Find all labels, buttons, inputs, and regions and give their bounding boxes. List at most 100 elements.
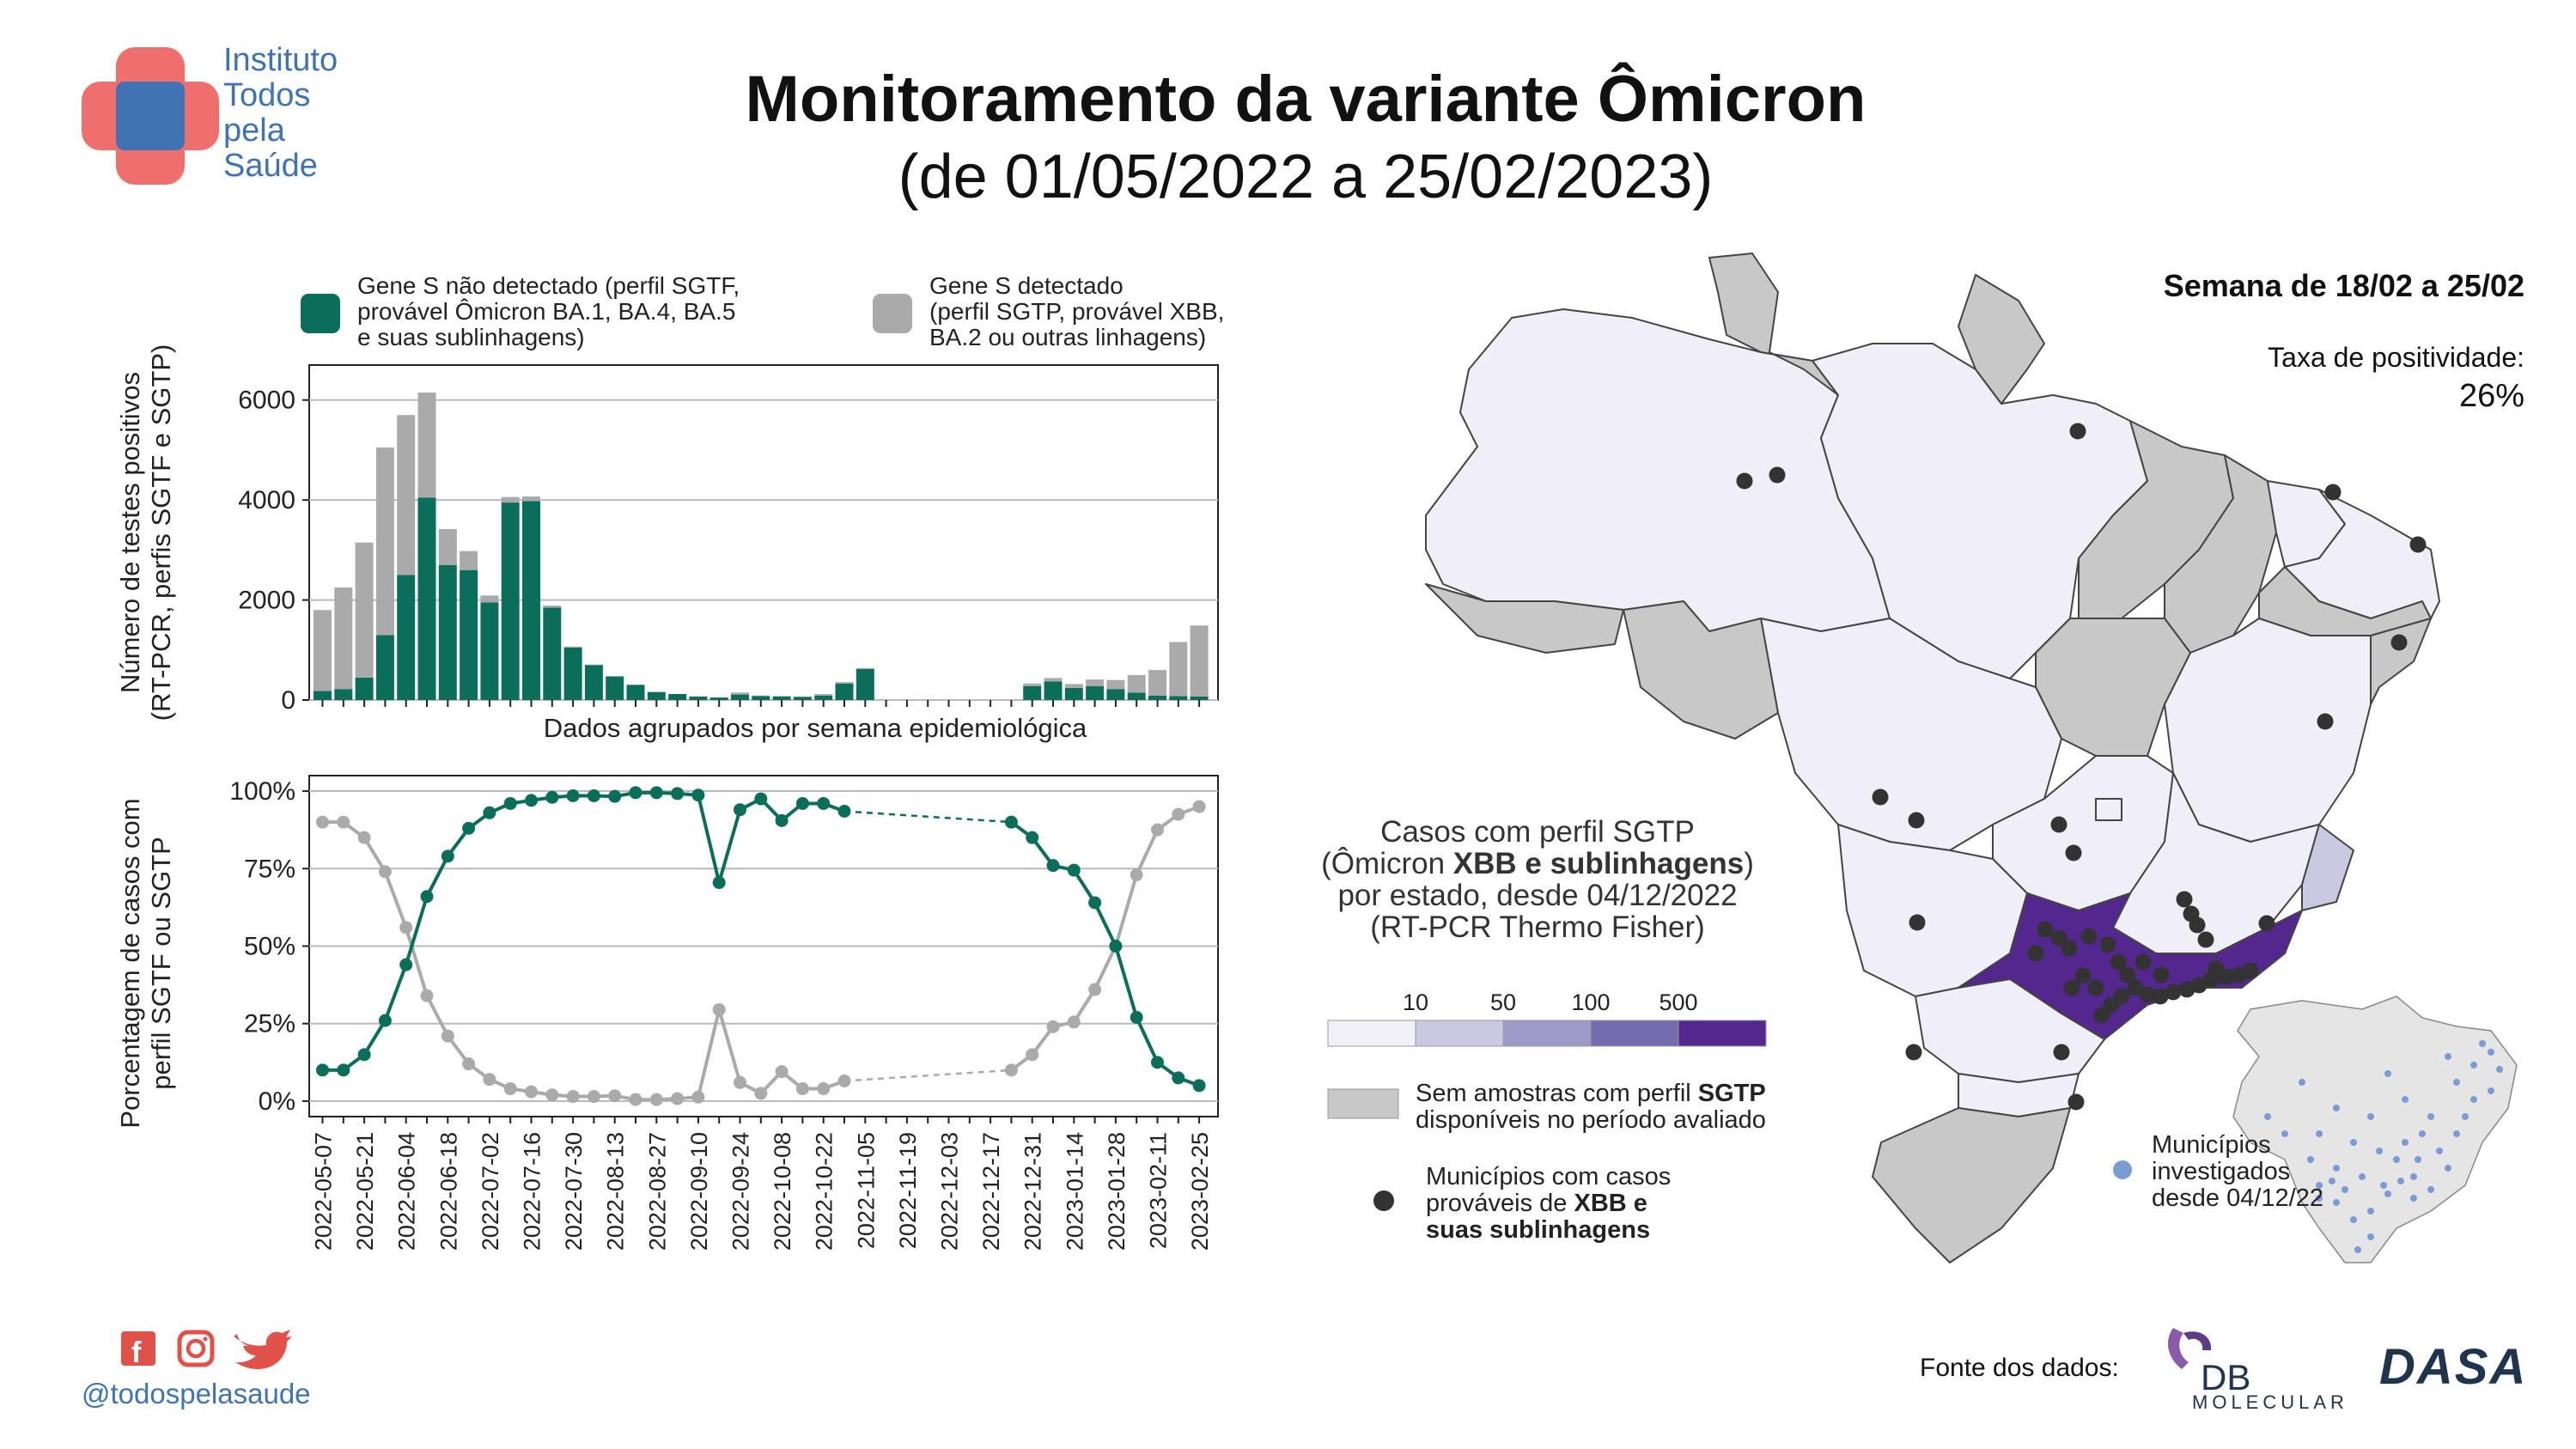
line-point-1 (525, 1085, 538, 1099)
municipality-dot (2093, 1007, 2110, 1024)
bar-sgtf (501, 502, 520, 700)
no-sample-line: Sem amostras com perfil (1416, 1080, 1698, 1107)
line-point-1 (775, 1065, 789, 1079)
inset-dot (2350, 1139, 2357, 1146)
line-point-1 (337, 815, 350, 829)
scale-tick-label: 500 (1659, 989, 1697, 1015)
bar-ytick-label: 0 (281, 686, 295, 715)
municipality-dot (2317, 713, 2334, 730)
line-xtick-label: 2022-11-05 (853, 1132, 879, 1249)
bar-sgtp (417, 393, 436, 498)
municipality-dot (2242, 962, 2259, 979)
line-xtick-label: 2022-08-13 (603, 1132, 629, 1251)
legend-sgtp-line: BA.2 ou outras linhagens) (929, 324, 1207, 350)
inset-dot (2367, 1113, 2374, 1120)
legend-sgtf-line: Gene S não detectado (perfil SGTF, (357, 272, 740, 299)
municipality-dot (2074, 967, 2092, 984)
municipality-dot (2103, 996, 2120, 1014)
bar-sgtp (1169, 642, 1188, 697)
line-point-0 (691, 788, 705, 802)
line-xtick-label: 2022-09-24 (728, 1132, 754, 1251)
line-point-0 (671, 787, 685, 801)
municipality-legend: Municípios com casos prováveis de XBB e … (1426, 1164, 1671, 1244)
line-point-1 (420, 989, 434, 1002)
municipality-dot (2165, 983, 2182, 1001)
line-point-0 (462, 821, 476, 835)
state-RS (1872, 1107, 2071, 1263)
legend-sgtp-swatch (873, 294, 912, 333)
bar-sgtf (1169, 696, 1188, 700)
line-point-1 (837, 1074, 851, 1087)
line-point-1 (734, 1075, 746, 1089)
db-logo-text: DB (2201, 1357, 2251, 1397)
line-point-0 (1151, 1056, 1164, 1069)
line-point-1 (441, 1029, 454, 1043)
page-title: Monitoramento da variante Ômicron (745, 63, 1867, 136)
line-point-0 (754, 792, 768, 806)
bar-sgtp (314, 610, 332, 691)
line-point-0 (817, 796, 831, 810)
line-point-0 (775, 813, 789, 827)
municipality-dot (2197, 931, 2214, 948)
line-point-1 (817, 1082, 831, 1096)
municipality-dot (2153, 966, 2170, 983)
twitter-icon[interactable] (234, 1330, 292, 1369)
bar-sgtp (752, 695, 770, 697)
bar-sgtf (772, 696, 791, 700)
bar-sgtp (731, 692, 749, 695)
line-point-1 (1172, 807, 1185, 821)
line-point-1 (378, 865, 392, 879)
inset-dot (2427, 1186, 2434, 1193)
line-point-1 (1151, 823, 1164, 837)
legend-sgtf: Gene S não detectado (perfil SGTF, prová… (357, 273, 740, 350)
facebook-icon[interactable]: f (121, 1331, 155, 1369)
inset-dot (2427, 1113, 2434, 1120)
bar-sgtp (1106, 679, 1125, 690)
scale-tick-label: 10 (1403, 989, 1428, 1015)
color-scale: 10 50 100 500 (1327, 989, 1767, 1047)
bar-sgtf (856, 668, 874, 700)
line-point-1 (1046, 1020, 1060, 1033)
legend-sgtf-swatch (301, 294, 340, 333)
inset-dot (2410, 1173, 2417, 1180)
municipality-dot (2027, 945, 2044, 962)
line-series-0 (322, 790, 845, 1072)
inset-dot (2350, 1216, 2357, 1223)
instagram-icon[interactable] (177, 1330, 215, 1367)
municipality-dot (1872, 788, 1889, 806)
municipality-dot (2099, 936, 2116, 953)
bar-sgtf (793, 697, 812, 700)
scale-swatch (1415, 1020, 1504, 1047)
line-point-0 (566, 788, 580, 802)
line-ylabel: perfil SGTF ou SGTP (146, 837, 176, 1090)
line-point-0 (420, 890, 434, 904)
line-gap-dashed (843, 810, 1012, 824)
inset-dot (2333, 1199, 2340, 1206)
inset-dot (2488, 1049, 2494, 1056)
bar-sgtf (438, 564, 457, 700)
line-point-1 (795, 1082, 809, 1096)
state-MA (2078, 420, 2234, 619)
line-xtick-label: 2022-07-16 (520, 1132, 545, 1251)
municipality-dot (2037, 921, 2054, 938)
scale-swatch (1590, 1020, 1679, 1047)
line-point-1 (1067, 1015, 1081, 1029)
social-handle[interactable]: @todospelasaude (82, 1378, 311, 1409)
line-point-1 (671, 1092, 685, 1105)
line-gap-dashed (843, 1068, 1012, 1082)
bar-sgtf (668, 694, 687, 700)
municipality-bold: suas sublinhagens (1426, 1216, 1651, 1244)
municipality-dot (2087, 979, 2104, 996)
line-point-0 (525, 794, 538, 807)
inset-dot (2359, 1173, 2366, 1180)
line-point-1 (357, 831, 371, 844)
line-point-0 (1004, 815, 1018, 829)
inset-dot (2470, 1096, 2477, 1103)
bar-sgtp (856, 667, 874, 669)
line-point-0 (837, 805, 851, 819)
logo-line: Instituto (223, 42, 338, 78)
municipality-dot (1909, 914, 1926, 931)
line-point-1 (1130, 868, 1143, 881)
inset-legend-dot (2113, 1160, 2132, 1179)
line-point-0 (483, 806, 496, 819)
